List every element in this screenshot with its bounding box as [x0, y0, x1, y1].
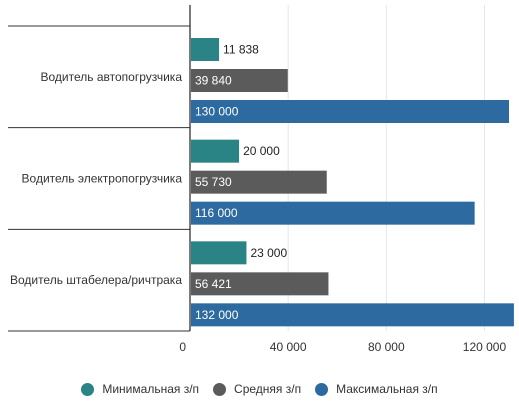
- legend-item-max: Максимальная з/п: [315, 382, 438, 396]
- legend-item-avg: Средняя з/п: [213, 382, 301, 396]
- category-separators: [8, 25, 190, 332]
- bar: [191, 100, 509, 123]
- bar-value-label: 55 730: [195, 175, 232, 189]
- legend-marker-avg: [213, 382, 227, 396]
- bar: [191, 170, 327, 194]
- bar: [191, 69, 288, 92]
- legend-label-avg: Средняя з/п: [234, 382, 302, 396]
- bar-value-labels: 11 838 39 840 130 000 20 000 55 730 116 000 23…: [195, 43, 287, 322]
- bar-value-label: 132 000: [195, 308, 239, 322]
- category-label: Водитель штабелера/ричтрака: [10, 273, 182, 287]
- bar: [191, 241, 247, 265]
- legend-marker-max: [315, 382, 329, 396]
- bar: [191, 38, 220, 61]
- x-tick-label: 80 000: [368, 340, 405, 354]
- bar-value-label: 20 000: [243, 144, 280, 158]
- bar: [191, 272, 329, 296]
- bar: [191, 201, 475, 225]
- x-tick-label: 120 000: [463, 340, 507, 354]
- category-label: Водитель электропогрузчика: [22, 172, 183, 186]
- bar: [191, 139, 240, 163]
- bar-value-label: 11 838: [223, 43, 259, 57]
- legend-label-min: Минимальная з/п: [102, 382, 200, 396]
- legend: Минимальная з/п Средняя з/п Максимальная…: [0, 378, 519, 400]
- category-labels: Водитель автопогрузчика Водитель электроп…: [10, 70, 182, 287]
- legend-label-max: Максимальная з/п: [336, 382, 438, 396]
- bar-value-label: 116 000: [195, 206, 238, 220]
- x-tick-label: 0: [179, 340, 186, 354]
- bar: [191, 303, 514, 327]
- bar-value-label: 130 000: [195, 105, 239, 119]
- category-label: Водитель автопогрузчика: [41, 70, 183, 84]
- legend-item-min: Минимальная з/п: [81, 382, 199, 396]
- x-axis-tick-labels: 0 40 000 80 000 120 000: [179, 340, 506, 354]
- bar-value-label: 56 421: [195, 277, 232, 291]
- legend-marker-min: [81, 382, 95, 396]
- salary-bar-chart: 11 838 39 840 130 000 20 000 55 730 116 000 23…: [8, 5, 514, 354]
- bar-value-label: 23 000: [250, 246, 287, 260]
- x-tick-label: 40 000: [270, 340, 307, 354]
- bars: [191, 38, 514, 327]
- bar-value-label: 39 840: [195, 74, 232, 88]
